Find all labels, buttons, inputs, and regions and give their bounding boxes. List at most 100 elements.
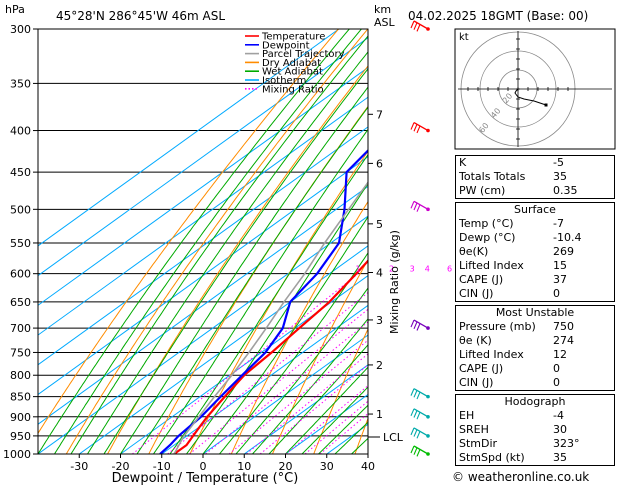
mixing-ratio-line bbox=[189, 308, 368, 454]
temperature-tick-label: 20 bbox=[279, 460, 293, 473]
panel-title: Most Unstable bbox=[495, 306, 575, 319]
panel-row-value: 274 bbox=[553, 334, 574, 347]
chart-axes: 3003504004505005506006507007508008509009… bbox=[3, 23, 404, 473]
mixing-ratio-label: 2 bbox=[389, 265, 394, 274]
wind-barb-flag bbox=[413, 22, 418, 30]
panel-row-label: θe(K) bbox=[459, 245, 489, 258]
mixing-ratio-line bbox=[246, 353, 368, 454]
wet-adiabat-line bbox=[268, 344, 368, 454]
datetime-label: 04.02.2025 18GMT (Base: 00) bbox=[408, 9, 588, 23]
wind-barb bbox=[413, 388, 429, 398]
panel-row-label: CAPE (J) bbox=[459, 273, 504, 286]
wind-barb bbox=[413, 319, 429, 329]
wind-barb-flag bbox=[410, 427, 415, 436]
wet-adiabat-line bbox=[301, 386, 368, 454]
wet-adiabat-line bbox=[219, 252, 368, 454]
wind-barb bbox=[413, 121, 429, 132]
wet-adiabat-line bbox=[202, 215, 368, 454]
wind-barb-flag bbox=[416, 24, 421, 32]
panel-row-label: Pressure (mb) bbox=[459, 320, 536, 333]
panel-row: Temp (°C) -7 bbox=[456, 217, 614, 231]
mixing-ratio-label: 6 bbox=[447, 265, 452, 274]
panel-row-label: EH bbox=[459, 409, 475, 422]
pressure-tick-label: 800 bbox=[10, 369, 31, 382]
wind-barbs bbox=[410, 20, 430, 457]
wind-barb-flag bbox=[410, 408, 415, 417]
wind-barb-flag bbox=[416, 411, 421, 420]
mixing-ratio-axis-label: Mixing Ratio (g/kg) bbox=[388, 230, 401, 334]
panel-row-value: 37 bbox=[553, 273, 567, 286]
most-unstable-panel: Most Unstable Pressure (mb) 750 θe (K) 274 Li… bbox=[455, 305, 615, 391]
wet-adiabat-line bbox=[70, 35, 368, 454]
panel-row: StmSpd (kt) 35 bbox=[456, 451, 614, 465]
wet-adiabat-line bbox=[318, 404, 368, 454]
pressure-tick-label: 650 bbox=[10, 296, 31, 309]
wind-barb-flag bbox=[413, 447, 418, 455]
panel-row: Dewp (°C) -10.4 bbox=[456, 231, 614, 245]
pressure-tick-label: 550 bbox=[10, 237, 31, 250]
km-tick-label: 4 bbox=[376, 267, 383, 280]
dry-adiabat-line bbox=[38, 29, 339, 435]
panel-row: EH -4 bbox=[456, 409, 614, 423]
panel-row-value: 323° bbox=[553, 437, 580, 450]
wind-barb-flag bbox=[416, 323, 421, 331]
wind-barb-flag bbox=[413, 390, 418, 398]
left-unit-label: hPa bbox=[5, 3, 25, 16]
pressure-tick-label: 900 bbox=[10, 411, 31, 424]
hodograph-unit: kt bbox=[459, 32, 469, 43]
legend-label: Wet Adiabat bbox=[262, 67, 323, 78]
wind-barb-flag bbox=[413, 202, 418, 211]
panel-row-value: 12 bbox=[553, 348, 567, 361]
wind-barb-flag bbox=[413, 124, 418, 132]
wet-adiabat-line bbox=[235, 287, 368, 454]
panel-row: CIN (J) 0 bbox=[456, 287, 614, 301]
pressure-tick-label: 850 bbox=[10, 391, 31, 404]
wet-adiabat-line bbox=[87, 51, 368, 454]
pressure-tick-label: 500 bbox=[10, 203, 31, 216]
panel-row: Lifted Index 15 bbox=[456, 259, 614, 273]
panel-row-value: 35 bbox=[553, 170, 567, 183]
legend-label: Dewpoint bbox=[262, 40, 310, 51]
hodograph-panel: Hodograph EH -4 SREH 30 StmDir 323° StmSpd (kt)… bbox=[455, 394, 615, 466]
panel-row-value: 0 bbox=[553, 376, 560, 389]
pressure-tick-label: 600 bbox=[10, 268, 31, 281]
mixing-ratio-line bbox=[131, 273, 359, 454]
mixing-ratio-label: 3 bbox=[410, 265, 415, 274]
wet-adiabat-line bbox=[252, 318, 368, 454]
panel-row-value: 15 bbox=[553, 259, 567, 272]
mixing-ratio-line bbox=[259, 364, 368, 454]
panel-row: CIN (J) 0 bbox=[456, 376, 614, 390]
isotherm-line bbox=[38, 29, 340, 247]
pressure-tick-label: 750 bbox=[10, 346, 31, 359]
panel-row-label: Lifted Index bbox=[459, 259, 524, 272]
wind-barb-flag bbox=[416, 449, 421, 457]
right-unit-km: km bbox=[374, 3, 391, 16]
panel-row-label: Totals Totals bbox=[459, 170, 526, 183]
wind-barb-dot bbox=[426, 415, 430, 419]
panel-row: SREH 30 bbox=[456, 423, 614, 437]
panel-row: CAPE (J) 37 bbox=[456, 273, 614, 287]
wind-barb bbox=[413, 200, 429, 210]
panel-row-value: 750 bbox=[553, 320, 574, 333]
isotherm-line bbox=[38, 126, 368, 366]
panel-row-label: θe (K) bbox=[459, 334, 492, 347]
isotherm-line bbox=[79, 245, 368, 454]
km-tick-label: 6 bbox=[376, 157, 383, 170]
wind-barb-dot bbox=[426, 27, 430, 31]
temperature-tick-label: -20 bbox=[112, 460, 130, 473]
mixing-ratio-label: 1 bbox=[356, 265, 361, 274]
wind-barb-dot bbox=[426, 128, 430, 133]
location-label: 45°28'N 286°45'W 46m ASL bbox=[56, 9, 225, 23]
wind-barb-flag bbox=[413, 429, 418, 437]
wet-adiabat-line bbox=[120, 86, 368, 454]
legend-label: Isotherm bbox=[262, 76, 306, 87]
surface-panel: Surface Temp (°C) -7 Dewp (°C) -10.4 θe(K) 269… bbox=[455, 202, 615, 302]
isotherm-line bbox=[161, 304, 368, 454]
isotherm-line bbox=[38, 37, 368, 277]
panel-row-label: Dewp (°C) bbox=[459, 231, 516, 244]
km-tick-label: 1 bbox=[376, 408, 383, 421]
panel-row-value: -10.4 bbox=[553, 231, 582, 244]
wind-barb-dot bbox=[426, 434, 430, 438]
